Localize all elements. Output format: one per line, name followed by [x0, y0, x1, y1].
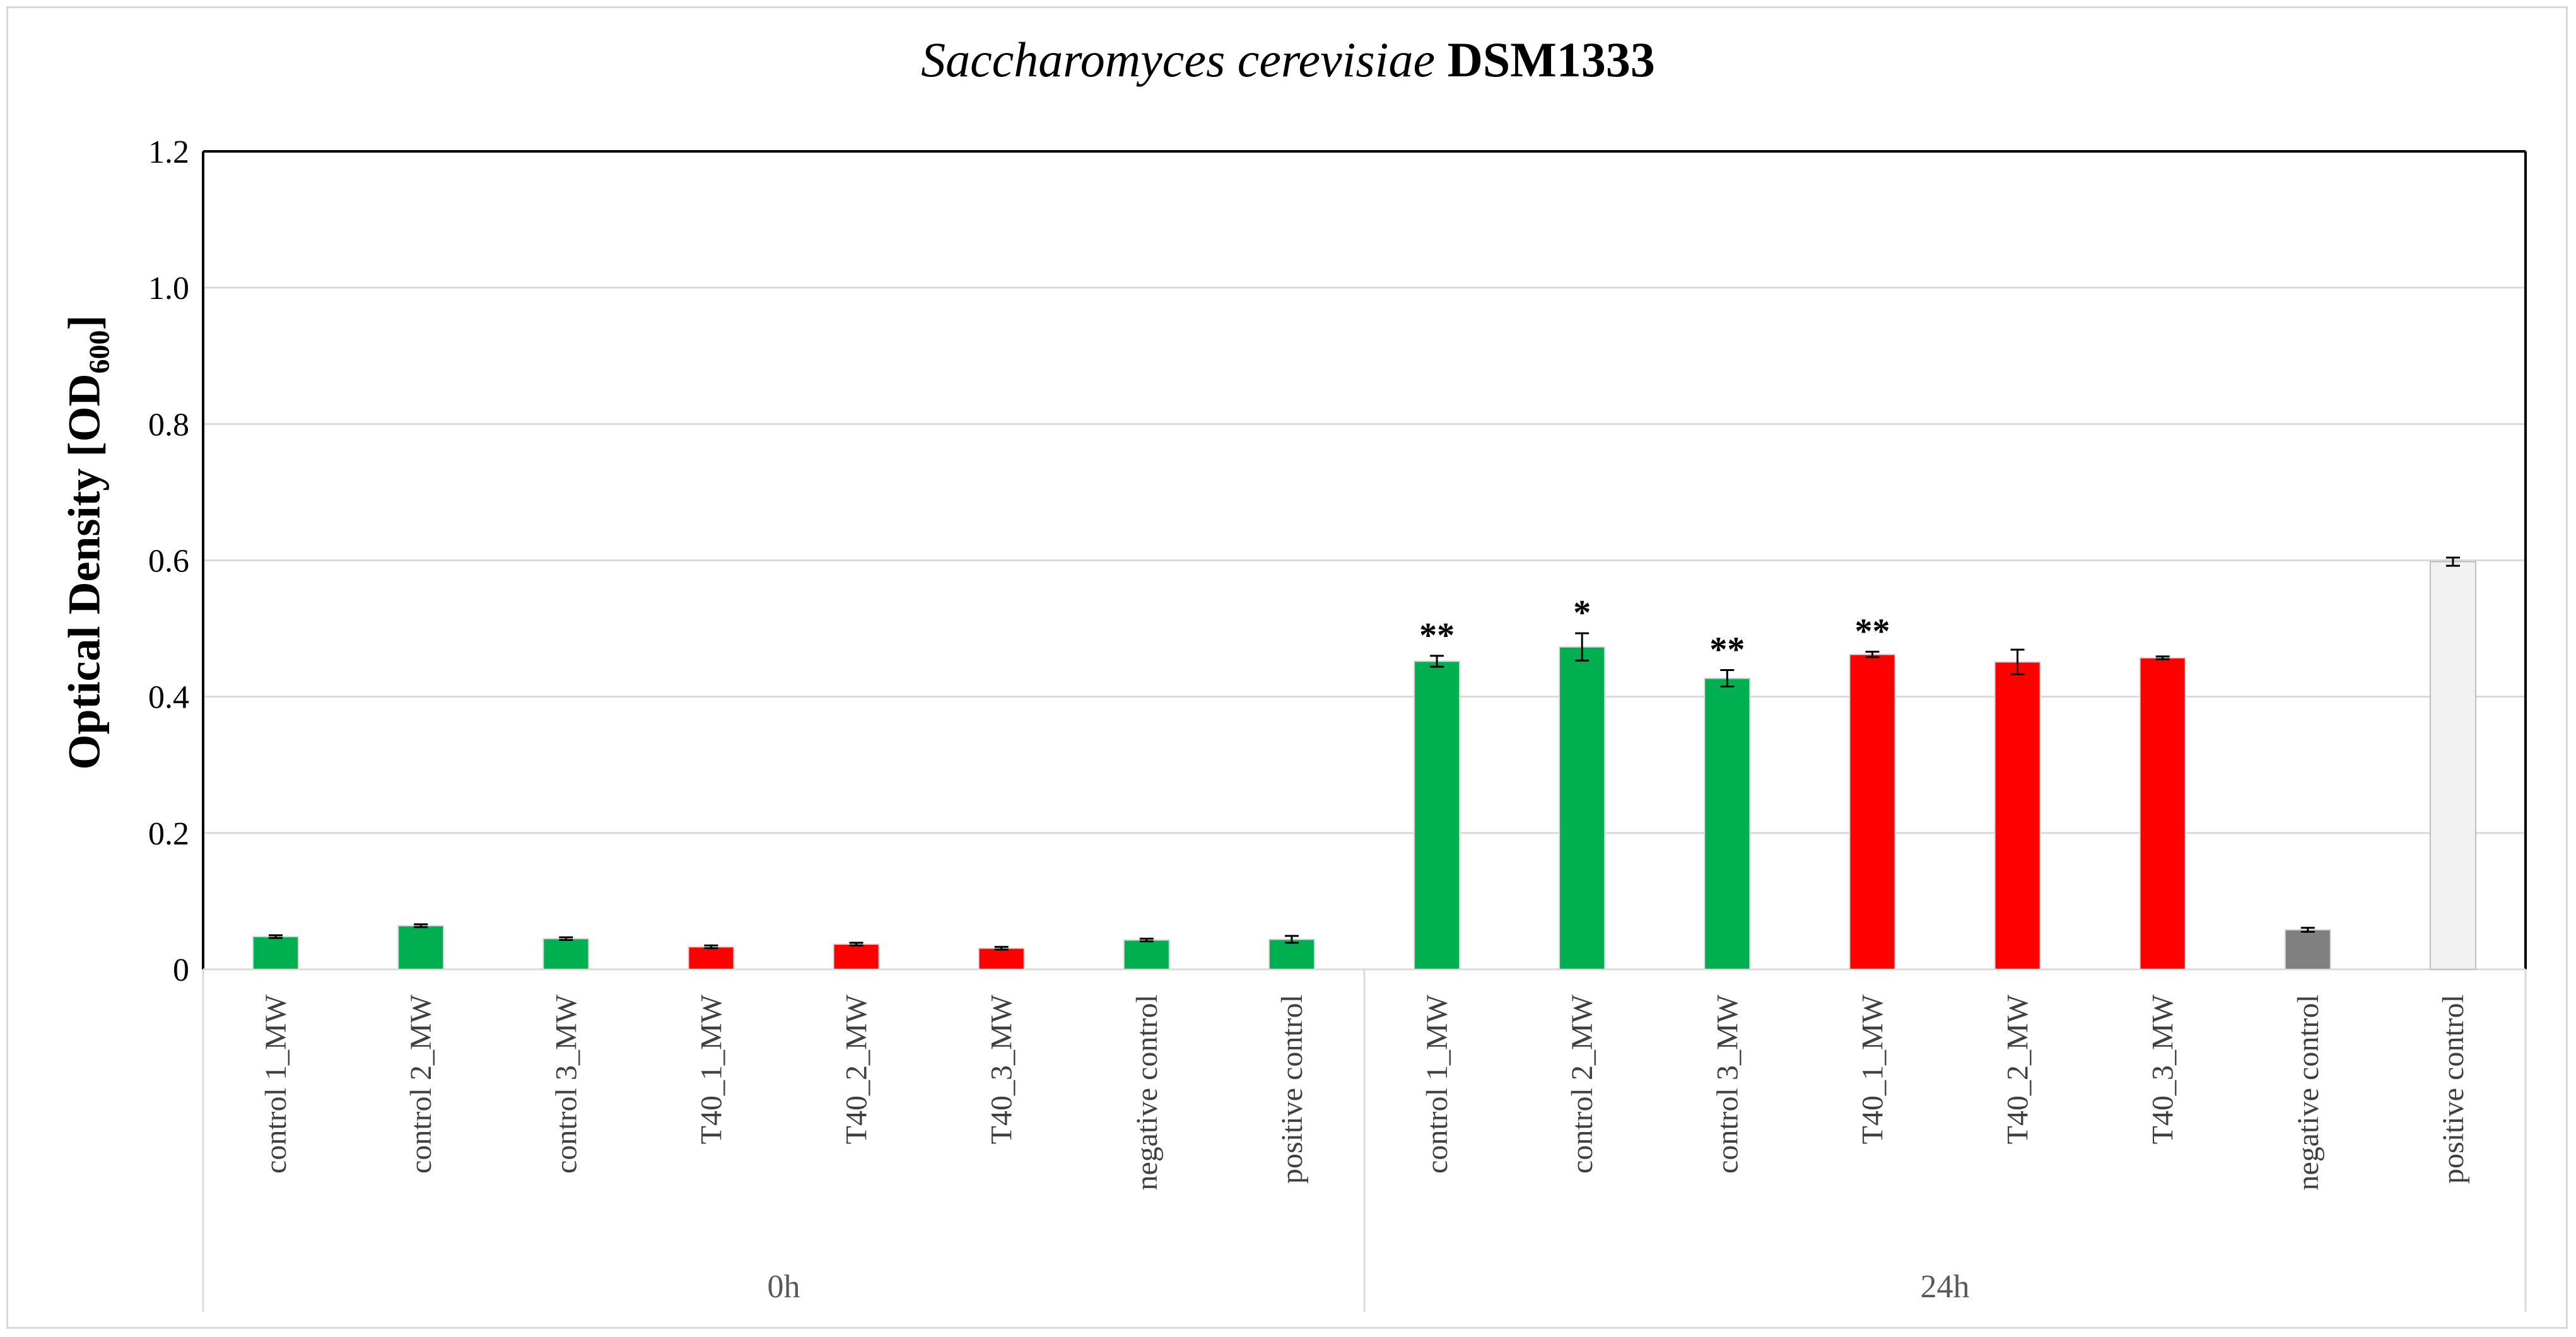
bar [1994, 661, 2041, 971]
x-tick-label: T40_2_MW [840, 994, 874, 1144]
bar [833, 943, 880, 970]
y-tick-label: 0.2 [148, 816, 189, 852]
bar [542, 938, 590, 971]
bar [978, 947, 1025, 970]
x-tick-label: T40_3_MW [985, 994, 1019, 1144]
bar [2429, 561, 2476, 970]
bar [2139, 657, 2186, 971]
significance-marker: * [1573, 593, 1591, 633]
y-tick-label: 0.4 [148, 680, 189, 716]
x-tick-label: control 3_MW [1711, 994, 1744, 1174]
group-label: 0h [768, 1269, 800, 1305]
bar [1123, 939, 1170, 971]
x-tick-label: T40_1_MW [1856, 994, 1889, 1144]
x-tick-label: T40_3_MW [2146, 994, 2180, 1144]
chart-title: Saccharomyces cerevisiae DSM1333 [0, 32, 2576, 88]
group-label: 24h [1921, 1269, 1970, 1305]
significance-marker: ** [1419, 616, 1455, 655]
bar [397, 925, 445, 970]
bar [1414, 660, 1461, 971]
bar [1559, 646, 1606, 971]
bar [688, 946, 735, 971]
x-tick-label: positive control [1275, 995, 1309, 1184]
x-tick-label: negative control [1130, 995, 1164, 1191]
bar [252, 936, 300, 970]
y-tick-label: 1.2 [148, 134, 189, 170]
bar [2284, 929, 2331, 970]
significance-marker: ** [1709, 631, 1745, 670]
x-tick-label: T40_2_MW [2001, 994, 2035, 1144]
bar [1268, 938, 1315, 971]
y-tick-label: 1.0 [148, 271, 189, 307]
significance-marker: ** [1854, 612, 1890, 651]
x-tick-label: control 1_MW [259, 994, 293, 1174]
x-tick-label: control 1_MW [1420, 994, 1454, 1174]
title-species: Saccharomyces cerevisiae [921, 32, 1436, 87]
x-tick-label: negative control [2292, 995, 2325, 1191]
y-tick-label: 0.6 [148, 544, 189, 580]
y-tick-label: 0 [173, 952, 189, 988]
bar [1849, 653, 1896, 971]
x-tick-label: T40_1_MW [694, 994, 728, 1144]
bar [1704, 677, 1751, 970]
x-tick-label: positive control [2437, 995, 2470, 1184]
y-tick-label: 0.8 [148, 407, 189, 443]
x-tick-label: control 3_MW [549, 994, 583, 1174]
x-tick-label: control 2_MW [404, 994, 438, 1174]
title-strain: DSM1333 [1435, 32, 1655, 87]
x-tick-label: control 2_MW [1566, 994, 1599, 1174]
